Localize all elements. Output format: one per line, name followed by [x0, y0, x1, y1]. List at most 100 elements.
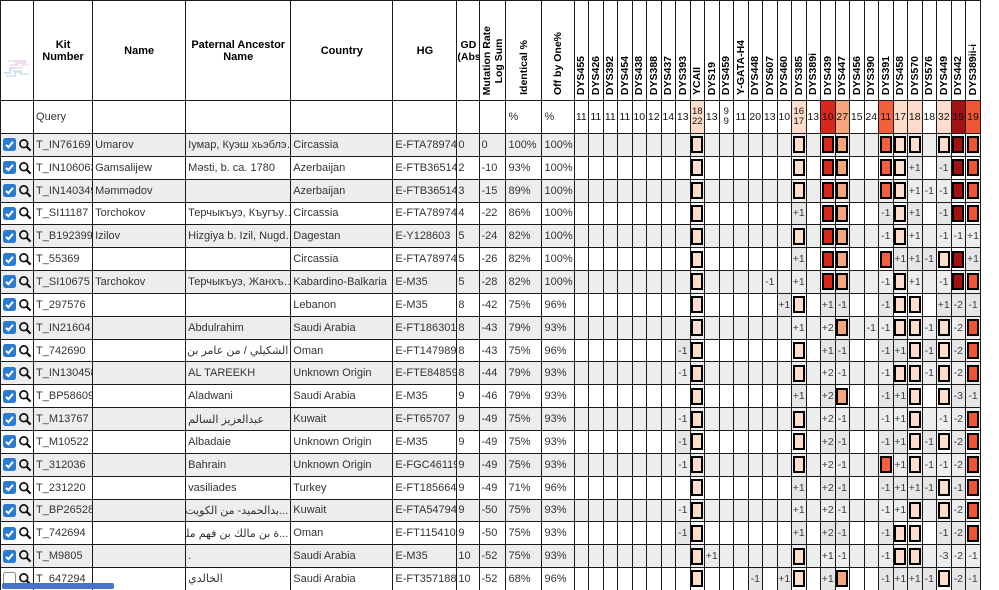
- magnifier-icon[interactable]: [18, 412, 32, 426]
- marker-cell-Y-GATA-H4: [733, 133, 749, 157]
- magnifier-icon[interactable]: [18, 344, 32, 358]
- marker-cell-DYS454: [617, 270, 633, 294]
- row-checkbox[interactable]: [3, 526, 16, 540]
- gd-cell: 10: [456, 567, 481, 590]
- marker-cell-DYS442: [950, 178, 966, 203]
- log-sum-cell: -52: [479, 567, 507, 590]
- row-checkbox[interactable]: [3, 321, 16, 335]
- magnifier-icon[interactable]: [18, 481, 32, 495]
- column-header-ancestor[interactable]: Paternal Ancestor Name: [185, 0, 292, 101]
- marker-box: [894, 524, 907, 542]
- row-checkbox[interactable]: [3, 389, 16, 403]
- marker-cell-DYS389ii-i: [965, 429, 981, 454]
- marker-cell-DYS438: [631, 384, 647, 409]
- off-by-one-cell: 100%: [541, 178, 575, 203]
- magnifier-icon[interactable]: [18, 161, 32, 175]
- row-checkbox[interactable]: [3, 481, 16, 495]
- column-header-name[interactable]: Name: [92, 0, 187, 101]
- magnifier-icon[interactable]: [18, 366, 32, 380]
- marker-cell-DYS385: [791, 407, 807, 431]
- marker-cell-YCAII: [689, 475, 705, 500]
- marker-cell-DYS388: [646, 247, 662, 272]
- row-checkbox[interactable]: [3, 138, 16, 152]
- magnifier-icon[interactable]: [18, 206, 32, 220]
- marker-cell-YCAII: [689, 498, 705, 523]
- query-marker-DYS458: 17: [892, 100, 908, 134]
- row-checkbox[interactable]: [3, 206, 16, 220]
- column-header-mutation-rate[interactable]: Mutation Rate Log Sum: [479, 0, 507, 101]
- marker-cell-DYS456: [849, 544, 865, 569]
- magnifier-icon[interactable]: [18, 526, 32, 540]
- marker-box: [836, 182, 849, 200]
- magnifier-icon[interactable]: [18, 389, 32, 403]
- column-header-country[interactable]: Country: [290, 0, 394, 101]
- marker-cell-DYS389i: [805, 407, 821, 431]
- row-checkbox[interactable]: [3, 549, 16, 563]
- row-controls: [3, 412, 33, 426]
- row-checkbox[interactable]: [3, 184, 16, 198]
- column-header-hg[interactable]: HG: [392, 0, 458, 101]
- row-checkbox[interactable]: [3, 503, 16, 517]
- magnifier-icon[interactable]: [18, 184, 32, 198]
- column-header-kit[interactable]: Kit Number: [33, 0, 94, 101]
- magnifier-icon[interactable]: [18, 321, 32, 335]
- magnifier-icon[interactable]: [18, 298, 32, 312]
- marker-cell-DYS426: [588, 567, 604, 590]
- marker-cell-DYS426: [588, 338, 604, 363]
- magnifier-icon[interactable]: [18, 138, 32, 152]
- row-checkbox[interactable]: [3, 344, 16, 358]
- marker-header-DYS459: DYS459: [718, 0, 734, 101]
- marker-cell-DYS392: [602, 361, 618, 386]
- marker-cell-DYS19: [704, 567, 720, 590]
- marker-cell-DYS437: [660, 201, 676, 226]
- row-checkbox[interactable]: [3, 298, 16, 312]
- row-checkbox[interactable]: [3, 435, 16, 449]
- magnifier-icon[interactable]: [18, 549, 32, 563]
- gd-cell: 9: [456, 384, 481, 409]
- marker-diff-cell-DYS391: -1: [878, 224, 894, 249]
- magnifier-icon[interactable]: [18, 503, 32, 517]
- name-cell: Tarchokov: [92, 270, 187, 294]
- marker-cell-DYS385: [791, 292, 807, 317]
- marker-diff-cell-DYS391: -1: [878, 361, 894, 386]
- marker-header-DYS448: DYS448: [747, 0, 763, 101]
- marker-cell-DYS392: [602, 429, 618, 454]
- marker-cell-DYS449: [936, 498, 952, 523]
- marker-box: [792, 182, 805, 200]
- marker-box: [937, 136, 950, 154]
- marker-cell-DYS388: [646, 178, 662, 203]
- magnifier-icon[interactable]: [18, 252, 32, 266]
- column-header-identical[interactable]: Identical %: [505, 0, 543, 101]
- horizontal-scrollbar-thumb[interactable]: [2, 583, 114, 589]
- row-checkbox[interactable]: [3, 412, 16, 426]
- query-marker-DYS393: 13: [675, 100, 691, 134]
- magnifier-icon[interactable]: [18, 229, 32, 243]
- marker-cell-DYS458: [892, 201, 908, 226]
- log-sum-cell: -46: [479, 384, 507, 409]
- marker-diff-cell-DYS393: -1: [675, 521, 691, 546]
- table-row: T_55369 Circassia E-FTA78974 5 -26 82% 100% +1 +…: [0, 247, 981, 272]
- row-checkbox[interactable]: [3, 161, 16, 175]
- marker-box: [691, 479, 704, 497]
- magnifier-icon[interactable]: [18, 458, 32, 472]
- ancestor-cell: Aladwani: [185, 384, 292, 409]
- row-checkbox[interactable]: [3, 252, 16, 266]
- marker-box: [952, 250, 965, 268]
- marker-box: [952, 182, 965, 200]
- marker-cell-DYS570: [907, 544, 923, 569]
- marker-cell-DYS426: [588, 224, 604, 249]
- marker-cell-DYS392: [602, 270, 618, 294]
- magnifier-icon[interactable]: [18, 275, 32, 289]
- log-sum-cell: -43: [479, 315, 507, 340]
- row-checkbox[interactable]: [3, 229, 16, 243]
- row-checkbox[interactable]: [3, 366, 16, 380]
- marker-header-DYS389i: DYS389i: [805, 0, 821, 101]
- column-header-off-by-one[interactable]: Off by One%: [541, 0, 575, 101]
- magnifier-icon[interactable]: [18, 435, 32, 449]
- marker-cell-DYS458: [892, 224, 908, 249]
- marker-cell-DYS456: [849, 338, 865, 363]
- column-header-gd[interactable]: GD (Abs): [456, 0, 481, 101]
- row-checkbox[interactable]: [3, 458, 16, 472]
- marker-cell-YCAII: [689, 133, 705, 157]
- row-checkbox[interactable]: [3, 275, 16, 289]
